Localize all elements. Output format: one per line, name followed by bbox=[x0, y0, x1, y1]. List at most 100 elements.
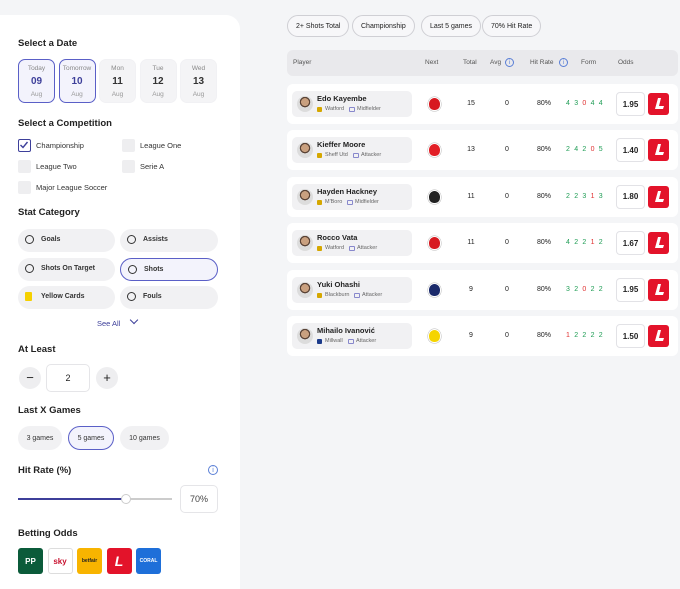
position-icon bbox=[349, 246, 355, 252]
logo-text: betfair bbox=[81, 558, 98, 564]
avatar bbox=[297, 328, 313, 344]
stat-label: Goals bbox=[41, 236, 61, 243]
stepper-box[interactable]: 2 bbox=[46, 364, 90, 392]
form-value: 2 bbox=[574, 332, 579, 339]
avatar bbox=[297, 142, 313, 159]
checkbox[interactable] bbox=[122, 160, 135, 173]
player-name: Edo Kayembe bbox=[317, 94, 367, 103]
date-button[interactable]: Mon 11 Aug bbox=[99, 59, 136, 103]
bookmaker-logo[interactable] bbox=[648, 185, 669, 208]
stat-label: Shots On Target bbox=[41, 264, 95, 272]
cell-hit-rate: 80% bbox=[536, 192, 551, 200]
stat-label: Fouls bbox=[143, 293, 162, 300]
checkbox[interactable] bbox=[18, 139, 31, 152]
checkbox[interactable] bbox=[18, 181, 31, 194]
column-header: Total bbox=[463, 59, 477, 66]
bookmaker-logo[interactable] bbox=[648, 232, 669, 255]
form-value: 0 bbox=[590, 146, 595, 154]
bookmaker-logo[interactable]: PP bbox=[18, 548, 43, 574]
position-name: Attacker bbox=[357, 245, 378, 252]
logo-text: PP bbox=[25, 556, 36, 566]
player-name: Yuki Ohashi bbox=[317, 279, 360, 289]
odds-box[interactable]: 1.95 bbox=[616, 277, 645, 302]
cell-avg: 0 bbox=[505, 285, 509, 293]
bookmaker-logo[interactable]: L bbox=[106, 548, 132, 574]
cell-total: 13 bbox=[467, 146, 475, 154]
bookmaker-logo[interactable] bbox=[648, 325, 669, 347]
date-number: 11 bbox=[112, 76, 123, 87]
logo-text: CORAL bbox=[139, 558, 158, 564]
filter-chip[interactable]: 2+ Shots Total bbox=[287, 15, 350, 37]
form-value: 4 bbox=[590, 100, 595, 107]
form-value: 1 bbox=[590, 239, 595, 247]
info-icon[interactable]: i bbox=[505, 58, 514, 67]
date-button[interactable]: Wed 13 Aug bbox=[180, 59, 217, 103]
date-number: 09 bbox=[30, 76, 43, 87]
check-icon bbox=[20, 141, 29, 149]
date-button[interactable]: Today 09 Aug bbox=[18, 59, 55, 103]
chip-label: Last 5 games bbox=[430, 22, 473, 30]
logo-mark bbox=[654, 98, 664, 109]
form-value: 3 bbox=[582, 192, 587, 200]
minus-button[interactable]: − bbox=[19, 367, 41, 389]
info-icon[interactable]: i bbox=[559, 58, 568, 67]
section-title: Hit Rate (%) bbox=[18, 465, 72, 476]
games-button[interactable]: 5 games bbox=[68, 426, 114, 450]
checkbox[interactable] bbox=[18, 160, 31, 173]
form-value: 1 bbox=[590, 192, 595, 200]
odds-box[interactable]: 1.50 bbox=[616, 324, 645, 348]
team-badge bbox=[317, 339, 322, 344]
next-opponent-badge bbox=[428, 97, 441, 111]
date-button[interactable]: Tomorrow 10 Aug bbox=[58, 59, 96, 103]
stat-button[interactable]: Yellow Cards bbox=[18, 286, 115, 309]
team-name: Watford bbox=[325, 106, 345, 112]
plus-button[interactable]: + bbox=[96, 367, 118, 389]
odds-value: 1.50 bbox=[622, 331, 639, 341]
see-all[interactable]: See All bbox=[97, 319, 121, 328]
next-opponent-badge bbox=[428, 282, 441, 297]
bookmaker-logo[interactable]: CORAL bbox=[136, 548, 161, 574]
filter-chip[interactable]: 70% Hit Rate bbox=[482, 15, 542, 37]
player-name: Rocco Vata bbox=[317, 233, 358, 243]
hit-rate-value: 70% bbox=[189, 494, 208, 504]
form-value: 2 bbox=[566, 192, 570, 200]
bookmaker-logo[interactable]: betfair bbox=[77, 548, 102, 574]
form-value: 3 bbox=[574, 100, 579, 107]
filter-chip[interactable]: Last 5 games bbox=[421, 15, 482, 37]
team-badge bbox=[317, 153, 322, 159]
hit-rate-box[interactable]: 70% bbox=[180, 485, 218, 513]
odds-box[interactable]: 1.40 bbox=[616, 138, 645, 163]
bookmaker-logo[interactable] bbox=[648, 278, 669, 301]
odds-box[interactable]: 1.80 bbox=[616, 184, 645, 209]
team-name: Blackburn bbox=[325, 291, 350, 298]
stat-button[interactable]: Shots On Target bbox=[18, 257, 115, 281]
games-button[interactable]: 10 games bbox=[120, 426, 169, 450]
date-button[interactable]: Tue 12 Aug bbox=[139, 59, 177, 103]
section-title: At Least bbox=[18, 344, 56, 355]
position-icon bbox=[353, 153, 359, 159]
info-icon[interactable]: i bbox=[208, 465, 218, 475]
bookmaker-logo[interactable] bbox=[648, 139, 669, 162]
odds-box[interactable]: 1.67 bbox=[616, 231, 645, 256]
stat-button[interactable]: Fouls bbox=[120, 286, 218, 309]
stat-button[interactable]: Goals bbox=[18, 229, 115, 252]
team-name: M'Boro bbox=[325, 198, 343, 205]
form-value: 2 bbox=[582, 332, 587, 339]
bookmaker-logo[interactable]: sky bbox=[47, 548, 73, 574]
filter-chip[interactable]: Championship bbox=[352, 15, 415, 37]
form-value: 3 bbox=[566, 285, 570, 293]
checkbox[interactable] bbox=[122, 139, 135, 152]
checkbox-label: Serie A bbox=[140, 162, 165, 171]
stat-button[interactable]: Shots bbox=[120, 257, 218, 281]
odds-box[interactable]: 1.95 bbox=[616, 92, 645, 116]
slider-knob[interactable] bbox=[120, 494, 131, 504]
stat-label: Yellow Cards bbox=[41, 293, 85, 300]
games-button[interactable]: 3 games bbox=[18, 426, 62, 450]
player-name: Kieffer Moore bbox=[317, 140, 366, 150]
column-header: Form bbox=[581, 59, 597, 66]
section-title: Betting Odds bbox=[18, 528, 78, 539]
bookmaker-logo[interactable] bbox=[648, 93, 669, 115]
cell-hit-rate: 80% bbox=[536, 100, 551, 107]
stat-button[interactable]: Assists bbox=[120, 229, 218, 252]
